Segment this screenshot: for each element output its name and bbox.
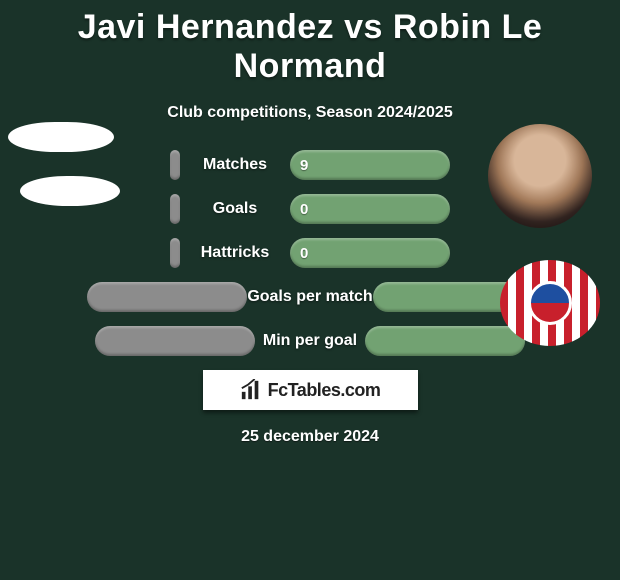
stat-label: Hattricks [180,244,290,262]
stat-bar-left [170,150,180,180]
club-badge-right [500,260,600,346]
date-line: 25 december 2024 [0,428,620,446]
stat-bar-left [170,238,180,268]
player-left-avatar-1 [8,122,114,152]
subtitle: Club competitions, Season 2024/2025 [0,104,620,122]
bar-chart-icon [240,379,262,401]
brand-text: FcTables.com [268,380,381,401]
player-left-avatar-2 [20,176,120,206]
stat-bar-right: 0 [290,238,450,268]
fctables-badge[interactable]: FcTables.com [203,370,418,410]
page-title: Javi Hernandez vs Robin Le Normand [0,0,620,86]
stat-bar-right: 9 [290,150,450,180]
stat-label: Goals per match [247,288,372,306]
stat-bar-left [170,194,180,224]
stat-bar-right [365,326,525,356]
stat-bar-left [95,326,255,356]
stat-label: Goals [180,200,290,218]
stat-label: Matches [180,156,290,174]
stat-label: Min per goal [255,332,365,350]
stat-bar-right: 0 [290,194,450,224]
stat-bar-left [87,282,247,312]
player-right-avatar [488,124,592,228]
